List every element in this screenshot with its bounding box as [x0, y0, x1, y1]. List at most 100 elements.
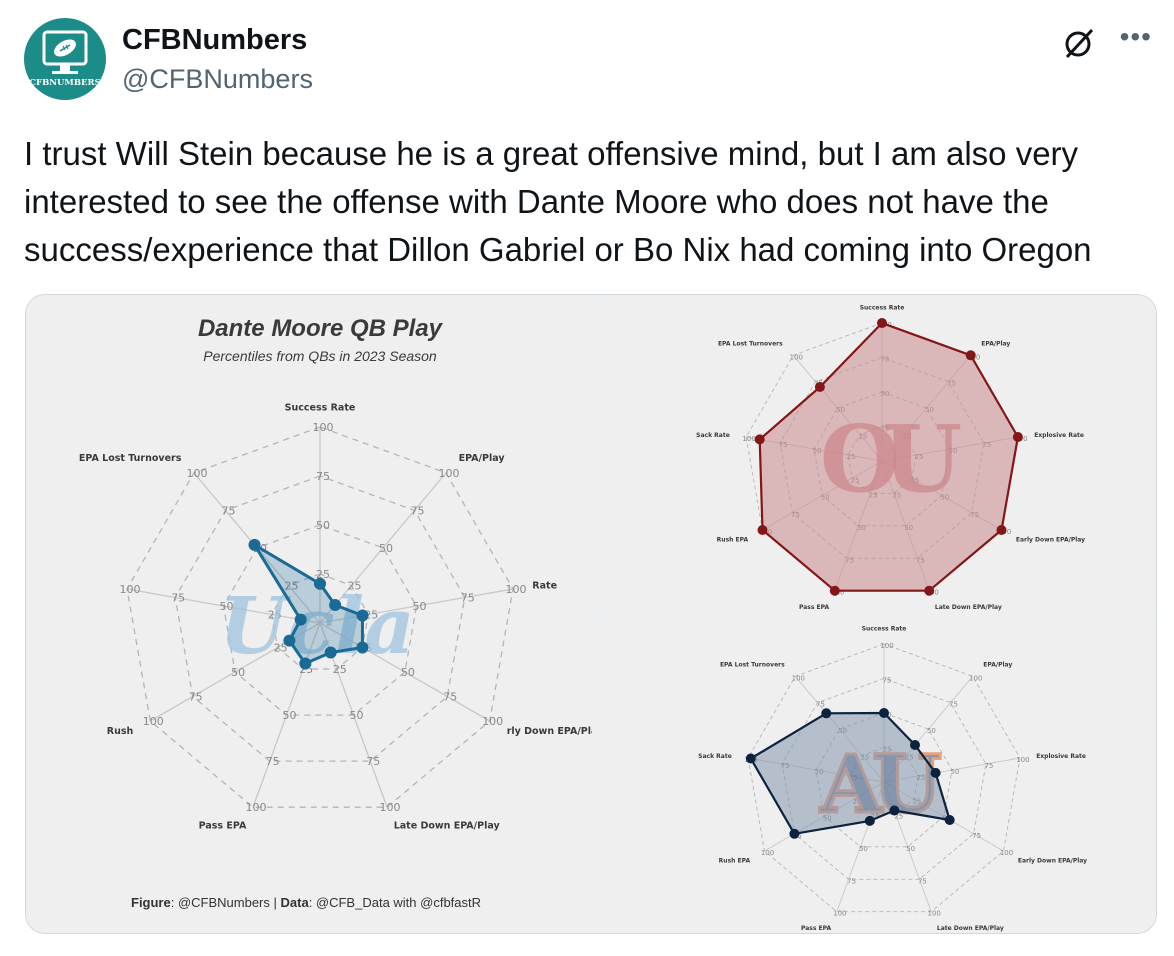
- ring-tick-label: 50: [379, 542, 393, 555]
- data-point: [757, 525, 768, 535]
- data-point: [864, 815, 875, 826]
- data-point: [283, 634, 296, 647]
- axis-label: Early Down EPA/Play: [1016, 536, 1085, 543]
- ring-tick-label: 75: [984, 762, 993, 770]
- data-point: [924, 585, 935, 596]
- credit-figure-label: Figure: [131, 895, 171, 910]
- axis-label: Rush: [107, 726, 134, 737]
- axis-label: EPA/Play: [459, 453, 506, 464]
- data-point: [877, 318, 887, 328]
- data-point: [944, 815, 955, 825]
- axis-label: EPA Lost Turnovers: [720, 662, 785, 669]
- series-area: [253, 543, 364, 665]
- ring-tick-label: 100: [880, 642, 893, 650]
- user-handle[interactable]: @CFBNumbers: [122, 64, 313, 94]
- ring-tick-label: 100: [1000, 849, 1013, 857]
- tweet-header: CFBNUMBERS CFBNumbers @CFBNumbers •••: [24, 18, 1154, 102]
- ring-tick-label: 100: [482, 715, 503, 728]
- ring-tick-label: 75: [461, 592, 475, 605]
- data-point: [248, 538, 261, 551]
- data-point: [789, 828, 800, 839]
- chart-subtitle: Percentiles from QBs in 2023 Season: [203, 348, 437, 364]
- ring-tick-label: 100: [187, 467, 208, 480]
- ring-tick-label: 25: [894, 812, 903, 820]
- data-point: [356, 609, 369, 622]
- data-point: [314, 577, 326, 590]
- avatar[interactable]: CFBNUMBERS: [24, 18, 106, 100]
- data-point: [821, 708, 832, 719]
- ring-tick-label: 75: [366, 755, 380, 768]
- grid-ring: [747, 643, 1021, 913]
- ring-tick-label: 25: [274, 642, 288, 655]
- auburn-radar-panel[interactable]: 2550751002550751002550751002550751002550…: [594, 615, 1156, 933]
- tweet-media[interactable]: 25 50 75 100 25 50 75 100 25 50 75 100 25 50 75 100 25 50…: [25, 294, 1157, 934]
- axis-label: Early Down EPA/Play: [1018, 857, 1087, 864]
- ring-tick-label: 75: [316, 470, 330, 483]
- ring-tick-label: 75: [189, 691, 203, 704]
- credit-data-value: : @CFB_Data with @cfbfastR: [308, 895, 482, 910]
- ring-tick-label: 75: [171, 592, 185, 605]
- ring-tick-label: 75: [816, 701, 825, 709]
- axis-label: rly Down EPA/Play: [507, 726, 592, 737]
- axis-label: Explosive Rate: [1036, 753, 1086, 760]
- axis-spoke: [319, 622, 491, 722]
- grok-icon[interactable]: [1062, 26, 1096, 60]
- ring-tick-label: 50: [316, 519, 330, 532]
- ring-tick-label: 75: [222, 504, 236, 517]
- axis-label: Success Rate: [285, 402, 356, 413]
- grid-ring: [126, 426, 514, 808]
- axis-label: Late Down EPA/Play: [937, 925, 1004, 932]
- ring-tick-label: 25: [316, 568, 330, 581]
- more-options-icon[interactable]: •••: [1119, 21, 1152, 52]
- ring-tick-label: 75: [949, 701, 958, 709]
- figure-credit: Figure: @CFBNumbers | Data: @CFB_Data wi…: [131, 895, 481, 910]
- data-point: [829, 585, 840, 596]
- ring-tick-label: 100: [313, 421, 334, 434]
- ring-tick-label: 50: [401, 666, 415, 679]
- ring-tick-label: 50: [413, 600, 427, 613]
- axis-label: Success Rate: [860, 304, 905, 311]
- series-area: [758, 321, 1019, 592]
- credit-figure-value: : @CFBNumbers |: [170, 895, 281, 910]
- data-point: [324, 646, 337, 659]
- oklahoma-radar-chart: 2550751002550751002550751002550751002550…: [696, 304, 1085, 611]
- axis-label: Pass EPA: [801, 925, 831, 932]
- axis-label: EPA Lost Turnovers: [718, 341, 783, 348]
- ring-tick-label: 100: [790, 353, 803, 361]
- axis-label: Explosive Rate: [1034, 432, 1084, 439]
- axis-label: EPA/Play: [981, 341, 1010, 348]
- dante-moore-radar-panel[interactable]: 25 50 75 100 25 50 75 100 25 50 75 100 25 50 75 100 25 50…: [26, 295, 592, 933]
- data-point: [356, 641, 369, 654]
- data-point: [814, 382, 825, 392]
- ring-tick-label: 75: [883, 677, 892, 685]
- axis-spoke: [319, 588, 514, 624]
- ring-tick-label: 100: [120, 583, 141, 596]
- ring-tick-label: 75: [972, 832, 981, 840]
- series-area: [749, 711, 951, 835]
- computer-football-icon: CFBNUMBERS: [29, 30, 101, 88]
- ring-tick-label: 50: [927, 727, 936, 735]
- data-point: [1012, 432, 1023, 442]
- axis-spoke: [319, 472, 447, 624]
- axis-label: Rush EPA: [719, 857, 751, 864]
- ring-tick-label: 50: [283, 709, 297, 722]
- ring-tick-label: 100: [792, 674, 805, 682]
- chart-title: Dante Moore QB Play: [197, 315, 443, 342]
- axis-label: Pass EPA: [199, 821, 247, 832]
- data-point: [329, 599, 342, 611]
- oklahoma-radar-panel[interactable]: 2550751002550751002550751002550751002550…: [594, 295, 1156, 613]
- data-point: [754, 434, 765, 445]
- ring-tick-label: 25: [333, 663, 347, 676]
- ring-tick-label: 50: [951, 768, 960, 776]
- ring-tick-label: 75: [266, 755, 280, 768]
- ring-tick-label: 100: [833, 910, 846, 918]
- display-name[interactable]: CFBNumbers: [122, 24, 308, 56]
- dante-moore-radar-chart: 25 50 75 100 25 50 75 100 25 50 75 100 25 50 75 100 25 50…: [79, 402, 592, 832]
- ring-tick-label: 25: [348, 580, 362, 593]
- axis-label: Pass EPA: [799, 604, 829, 611]
- ring-tick-label: 50: [231, 666, 245, 679]
- axis-label: EPA/Play: [983, 662, 1012, 669]
- grid-ring: [222, 524, 418, 716]
- ring-tick-label: 50: [220, 600, 234, 613]
- ring-tick-label: 75: [918, 877, 927, 885]
